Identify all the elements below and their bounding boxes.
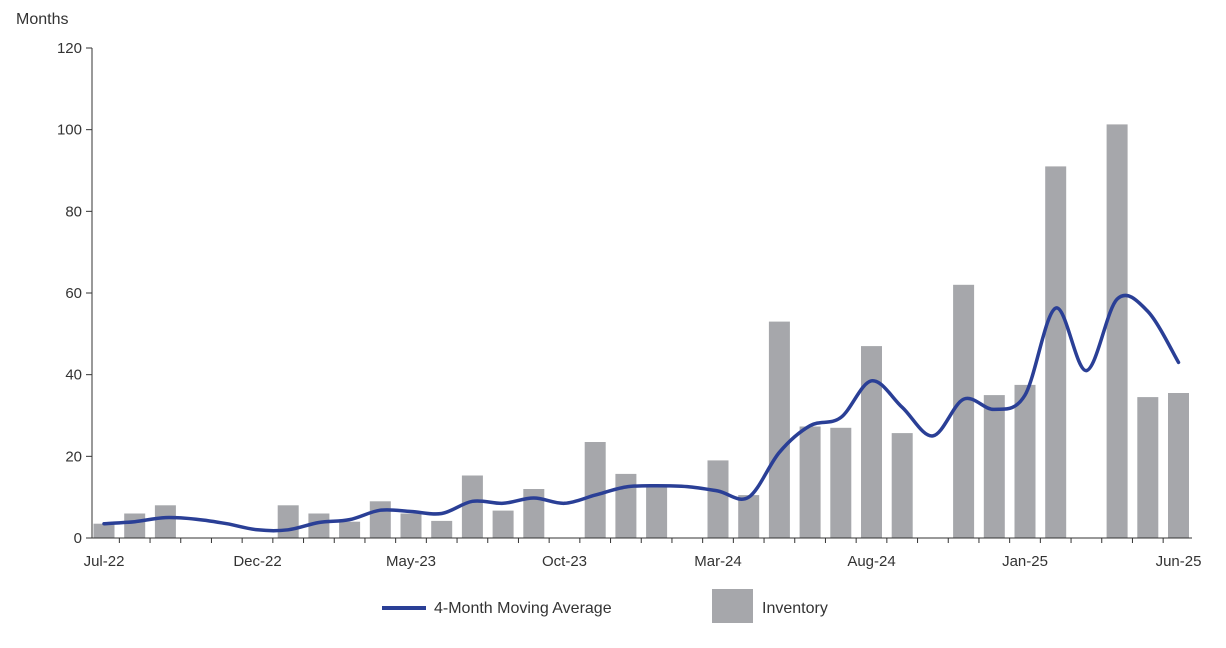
y-tick-label: 120 [57, 40, 82, 57]
axes: 0 20 40 60 80 100 120 Jul-22 Dec-22 May-23 Oct-23 M… [57, 40, 1201, 570]
x-tick-label: Jul-22 [84, 553, 125, 570]
inventory-bar-sep-24 [891, 433, 913, 538]
y-tick-label: 0 [74, 530, 82, 547]
inventory-bar-nov-24 [953, 284, 975, 538]
x-tick-label: Mar-24 [694, 553, 742, 570]
inventory-bar-dec-23 [615, 473, 637, 538]
inventory-bar-aug-22 [124, 513, 146, 538]
legend-bar-swatch [712, 589, 753, 623]
legend-label-moving-average: 4-Month Moving Average [434, 600, 612, 617]
legend: 4-Month Moving Average Inventory [382, 589, 828, 623]
inventory-bar-jul-23 [461, 475, 483, 538]
inventory-bar-jul-22 [93, 523, 115, 538]
inventory-bar-jan-25 [1014, 384, 1036, 538]
inventory-bar-may-23 [400, 513, 422, 538]
inventory-bar-dec-24 [983, 395, 1005, 538]
inventory-bar-aug-24 [861, 346, 882, 538]
x-tick-label: Jan-25 [1002, 553, 1048, 570]
inventory-bars [93, 124, 1189, 539]
y-tick-label: 60 [65, 285, 82, 302]
inventory-bar-may-24 [768, 321, 790, 538]
inventory-bar-apr-24 [738, 495, 760, 538]
inventory-bar-mar-24 [707, 460, 729, 538]
y-tick-label: 20 [65, 448, 82, 465]
inventory-bar-jun-24 [799, 426, 821, 538]
x-tick-label: May-23 [386, 553, 436, 570]
y-tick-label: 40 [65, 367, 82, 384]
legend-label-inventory: Inventory [762, 600, 828, 617]
inventory-bar-feb-23 [308, 513, 330, 538]
y-axis-title: Months [16, 11, 68, 28]
inventory-bar-jun-25 [1168, 393, 1189, 538]
inventory-bar-jun-23 [431, 520, 453, 538]
inventory-bar-feb-25 [1045, 166, 1067, 538]
y-tick-label: 100 [57, 122, 82, 139]
inventory-bar-jan-23 [277, 505, 299, 538]
inventory-bar-aug-23 [492, 510, 514, 538]
inventory-bar-apr-25 [1106, 124, 1128, 539]
x-tick-label: Oct-23 [542, 553, 587, 570]
inventory-bar-mar-23 [339, 521, 361, 538]
inventory-bar-apr-23 [369, 501, 391, 539]
moving-average-layer [102, 293, 1181, 533]
moving-average-line [102, 293, 1181, 533]
inventory-bar-jul-24 [830, 427, 852, 539]
inventory-bar-may-25 [1137, 397, 1159, 538]
x-tick-label: Jun-25 [1156, 553, 1202, 570]
inventory-bar-sep-22 [154, 505, 176, 538]
inventory-bar-nov-23 [584, 442, 606, 538]
x-tick-label: Aug-24 [847, 553, 895, 570]
inventory-bar-jan-24 [646, 487, 668, 538]
inventory-bar-sep-23 [523, 489, 545, 538]
x-tick-label: Dec-22 [233, 553, 281, 570]
y-tick-label: 80 [65, 203, 82, 220]
